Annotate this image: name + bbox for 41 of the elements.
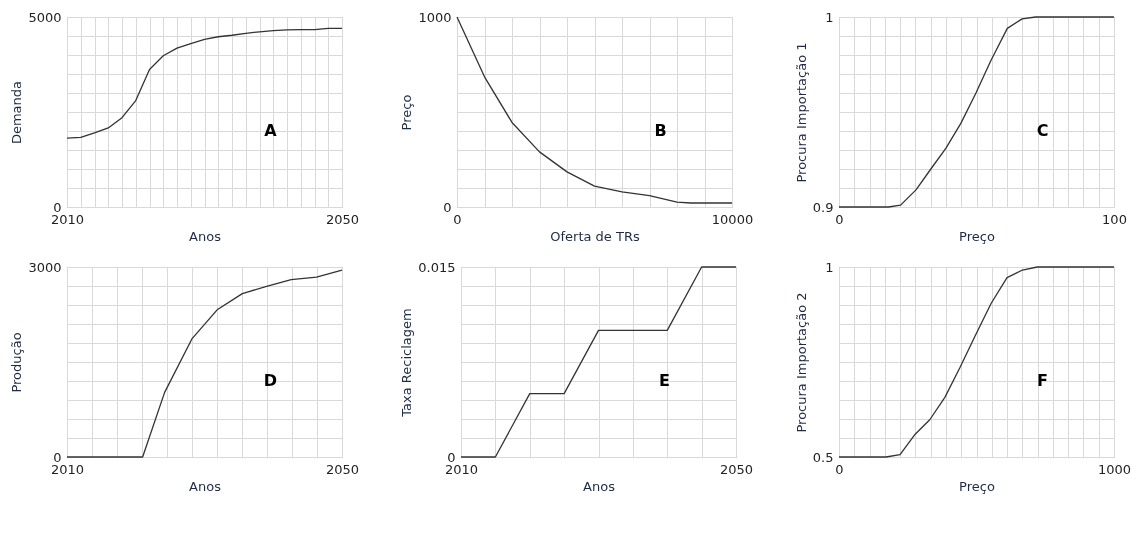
line-series	[66, 27, 343, 139]
y-tick-label: 5000	[28, 9, 62, 25]
annotation: D	[263, 371, 278, 390]
y-tick-label: 1	[825, 259, 834, 275]
y-axis-title: Procura Importação 1	[793, 42, 809, 183]
y-axis-title: Produção	[9, 332, 25, 393]
x-axis-title: Anos	[583, 478, 616, 494]
y-tick-label: 0.9	[812, 199, 834, 215]
x-tick-label: 10000	[711, 211, 754, 227]
x-axis-title: Anos	[189, 478, 222, 494]
x-tick-label: 2050	[325, 461, 360, 477]
annotation: A	[264, 121, 278, 140]
y-axis-title: Preço	[399, 94, 415, 131]
annotation: F	[1037, 371, 1048, 390]
x-axis-title: Oferta de TRs	[550, 228, 640, 244]
y-tick-label: 1000	[418, 9, 452, 25]
x-tick-label: 2050	[719, 461, 754, 477]
x-tick-label: 1000	[1097, 461, 1132, 477]
line-series	[838, 16, 1115, 208]
y-tick-label: 3000	[28, 259, 62, 275]
x-tick-label: 100	[1102, 211, 1127, 227]
x-axis-title: Preço	[959, 228, 995, 244]
y-tick-label: 1	[825, 9, 834, 25]
line-series	[838, 266, 1115, 458]
y-tick-label: 0.5	[812, 449, 834, 465]
y-axis-title: Procura Importação 2	[793, 292, 809, 433]
line-series	[460, 266, 737, 458]
x-tick-label: 0	[835, 461, 844, 477]
y-axis-title: Demanda	[9, 80, 25, 145]
y-axis-title: Taxa Reciclagem	[399, 308, 415, 418]
annotation: E	[659, 371, 670, 390]
line-series	[456, 16, 733, 204]
y-tick-label: 0.015	[418, 259, 456, 275]
annotation: C	[1036, 121, 1049, 140]
x-axis-title: Anos	[189, 228, 222, 244]
x-tick-label: 0	[835, 211, 844, 227]
annotation: B	[654, 121, 667, 140]
line-series	[66, 269, 343, 458]
x-tick-label: 2050	[325, 211, 360, 227]
x-axis-title: Preço	[959, 478, 995, 494]
y-tick-label: 0	[443, 199, 452, 215]
